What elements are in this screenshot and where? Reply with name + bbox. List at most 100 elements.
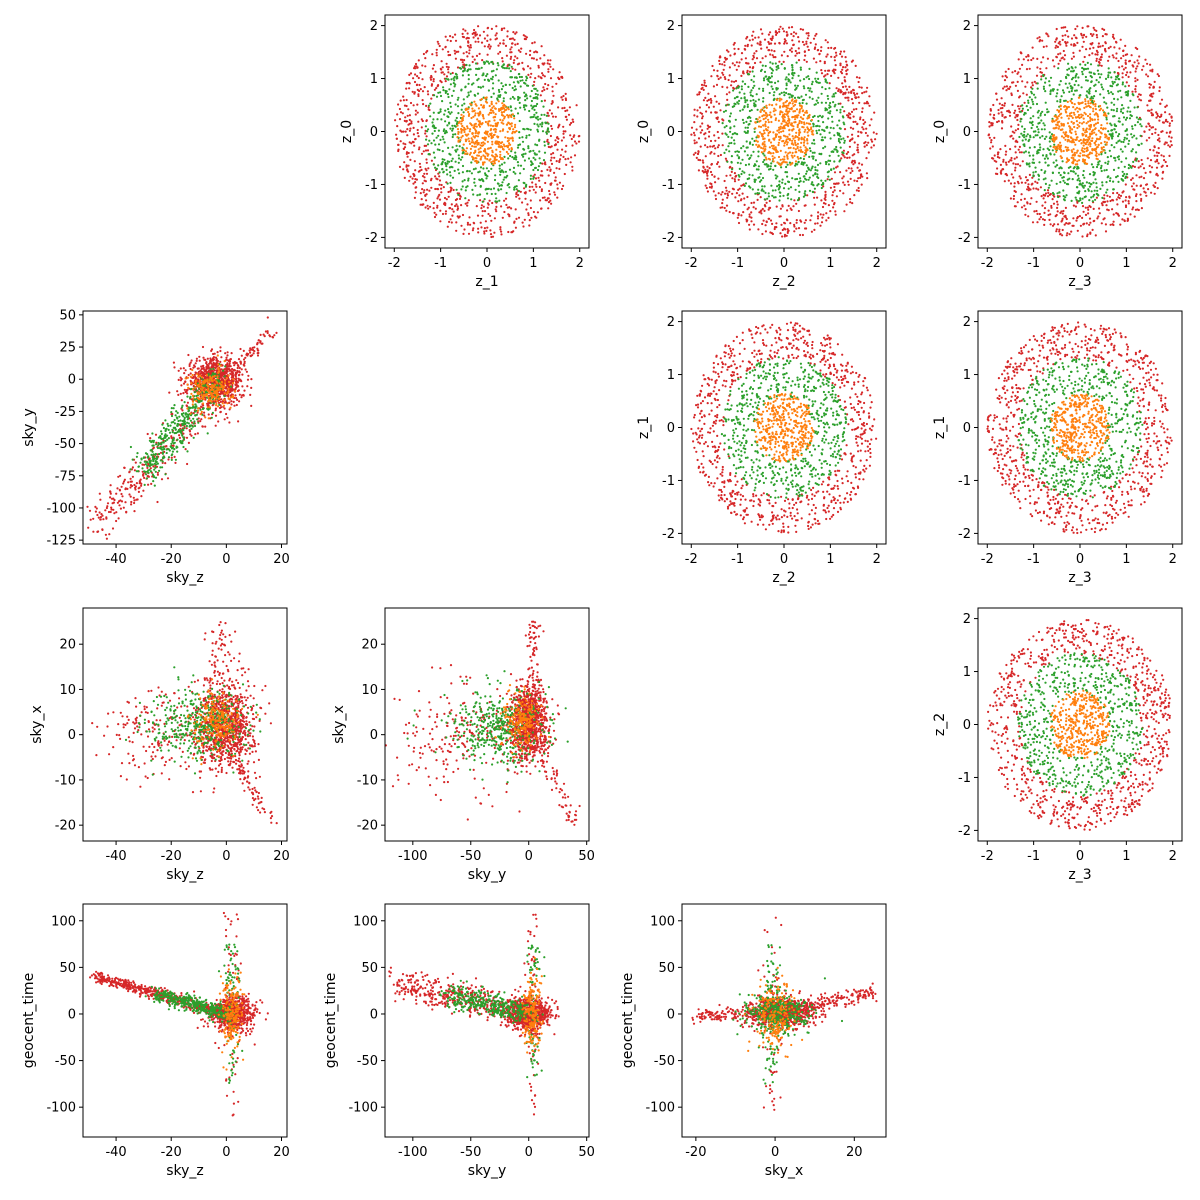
point-red bbox=[1161, 121, 1165, 124]
point-orange bbox=[754, 121, 757, 124]
point-red bbox=[1149, 94, 1152, 97]
x-tick-label: -1 bbox=[731, 256, 744, 271]
point-green bbox=[744, 99, 747, 102]
points-z1-z0 bbox=[394, 25, 581, 239]
point-green bbox=[432, 111, 435, 114]
point-red bbox=[784, 39, 787, 42]
point-red bbox=[716, 162, 719, 166]
point-green bbox=[499, 170, 502, 173]
point-green bbox=[780, 63, 783, 66]
point-green bbox=[769, 61, 772, 64]
point-green bbox=[451, 176, 455, 179]
point-green bbox=[1035, 102, 1039, 106]
point-red bbox=[859, 131, 862, 134]
point-red bbox=[1130, 54, 1133, 57]
point-red bbox=[697, 137, 701, 140]
point-green bbox=[750, 109, 753, 112]
point-red bbox=[725, 209, 728, 212]
point-red bbox=[1097, 42, 1100, 45]
point-red bbox=[560, 75, 563, 79]
point-red bbox=[477, 37, 480, 40]
point-green bbox=[1112, 188, 1115, 191]
point-red bbox=[436, 178, 439, 181]
point-green bbox=[444, 91, 447, 94]
point-red bbox=[715, 83, 719, 86]
point-red bbox=[437, 195, 440, 198]
point-green bbox=[447, 95, 450, 99]
point-red bbox=[866, 177, 869, 180]
point-red bbox=[420, 152, 424, 155]
point-red bbox=[692, 131, 696, 134]
x-tick-label: 2 bbox=[873, 256, 881, 271]
point-red bbox=[1141, 163, 1144, 166]
point-red bbox=[1046, 189, 1050, 192]
point-green bbox=[1117, 120, 1120, 123]
point-green bbox=[785, 84, 788, 87]
point-green bbox=[746, 131, 749, 134]
point-green bbox=[755, 168, 759, 171]
point-red bbox=[1026, 81, 1029, 84]
point-red bbox=[857, 135, 860, 138]
point-orange bbox=[794, 143, 798, 147]
point-green bbox=[497, 64, 500, 67]
point-red bbox=[783, 233, 787, 236]
point-green bbox=[774, 62, 777, 65]
point-green bbox=[1066, 86, 1069, 89]
point-red bbox=[403, 119, 406, 122]
point-orange bbox=[770, 144, 774, 147]
point-red bbox=[516, 57, 519, 60]
point-orange bbox=[755, 139, 758, 142]
point-red bbox=[564, 158, 567, 161]
point-red bbox=[438, 175, 441, 178]
point-orange bbox=[775, 150, 778, 154]
point-green bbox=[478, 178, 481, 181]
point-green bbox=[1069, 165, 1072, 168]
point-orange bbox=[760, 108, 763, 111]
point-green bbox=[498, 184, 501, 187]
point-red bbox=[790, 32, 793, 36]
point-red bbox=[1051, 198, 1054, 201]
point-red bbox=[522, 225, 525, 228]
point-orange bbox=[807, 116, 810, 119]
point-red bbox=[816, 196, 819, 199]
point-green bbox=[757, 98, 761, 101]
point-red bbox=[493, 231, 496, 234]
point-red bbox=[728, 74, 731, 77]
point-green bbox=[507, 157, 510, 160]
point-red bbox=[819, 224, 822, 227]
point-green bbox=[828, 112, 832, 115]
point-red bbox=[753, 61, 757, 65]
point-red bbox=[438, 179, 442, 182]
point-green bbox=[497, 188, 500, 191]
point-orange bbox=[760, 146, 763, 149]
point-green bbox=[1032, 136, 1035, 139]
point-orange bbox=[473, 145, 476, 148]
point-red bbox=[480, 41, 484, 44]
point-green bbox=[498, 167, 501, 170]
point-red bbox=[843, 50, 846, 53]
point-red bbox=[1074, 205, 1077, 208]
point-orange bbox=[806, 131, 809, 134]
point-green bbox=[1109, 122, 1112, 125]
point-red bbox=[867, 141, 870, 144]
point-green bbox=[802, 161, 805, 164]
point-red bbox=[814, 222, 817, 225]
point-red bbox=[1112, 213, 1115, 216]
point-green bbox=[736, 101, 739, 104]
point-red bbox=[484, 220, 487, 223]
point-orange bbox=[779, 105, 782, 108]
point-green bbox=[808, 147, 812, 150]
point-green bbox=[1133, 134, 1136, 137]
point-red bbox=[710, 111, 713, 114]
point-red bbox=[426, 149, 430, 152]
point-red bbox=[815, 61, 818, 64]
point-red bbox=[436, 206, 439, 209]
point-red bbox=[746, 195, 749, 199]
point-red bbox=[432, 201, 435, 204]
point-red bbox=[856, 149, 859, 152]
point-red bbox=[529, 199, 532, 202]
point-red bbox=[842, 181, 845, 184]
point-red bbox=[491, 201, 494, 205]
point-red bbox=[1133, 61, 1136, 64]
point-red bbox=[466, 223, 469, 226]
